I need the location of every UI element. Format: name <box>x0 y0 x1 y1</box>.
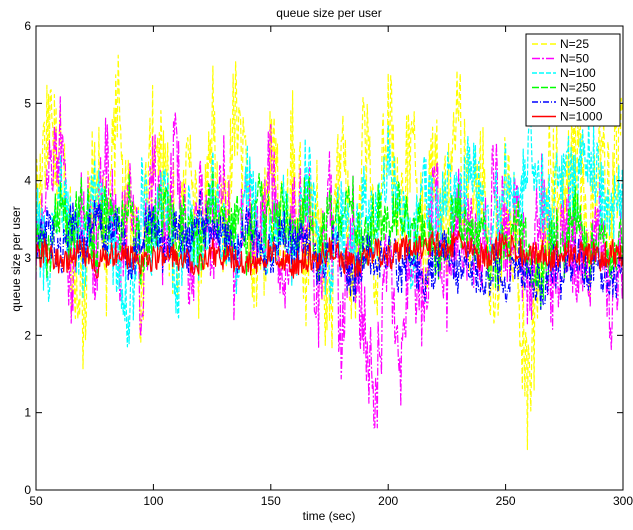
chart-title: queue size per user <box>276 6 381 20</box>
legend-label: N=1000 <box>560 110 603 124</box>
x-tick-label: 100 <box>143 494 163 508</box>
legend-label: N=50 <box>560 52 589 66</box>
legend-box <box>525 33 621 127</box>
ticks-layer: 50 100 150 200 250 300 0 1 2 3 4 5 6 <box>24 19 633 508</box>
y-tick-label: 3 <box>24 251 31 265</box>
y-axis-label: queue size per user <box>9 206 23 311</box>
y-tick-label: 1 <box>24 406 31 420</box>
series-line-n-1000 <box>35 230 624 279</box>
series-line-n-500 <box>35 190 624 310</box>
series-line-n-100 <box>35 112 624 348</box>
x-tick-label: 50 <box>29 494 43 508</box>
y-tick-label: 6 <box>24 19 31 33</box>
y-tick-label: 5 <box>24 96 31 110</box>
x-tick-label: 300 <box>613 494 633 508</box>
x-tick-label: 200 <box>378 494 398 508</box>
y-tick-label: 2 <box>24 328 31 342</box>
series-layer <box>35 54 624 451</box>
y-tick-label: 0 <box>24 483 31 497</box>
legend-label: N=500 <box>560 95 596 109</box>
legend-label: N=25 <box>560 37 589 51</box>
x-tick-label: 250 <box>496 494 516 508</box>
x-tick-label: 150 <box>261 494 281 508</box>
legend-label: N=100 <box>560 66 596 80</box>
x-axis-label: time (sec) <box>303 509 356 523</box>
y-tick-label: 4 <box>24 174 31 188</box>
legend-label: N=250 <box>560 81 596 95</box>
